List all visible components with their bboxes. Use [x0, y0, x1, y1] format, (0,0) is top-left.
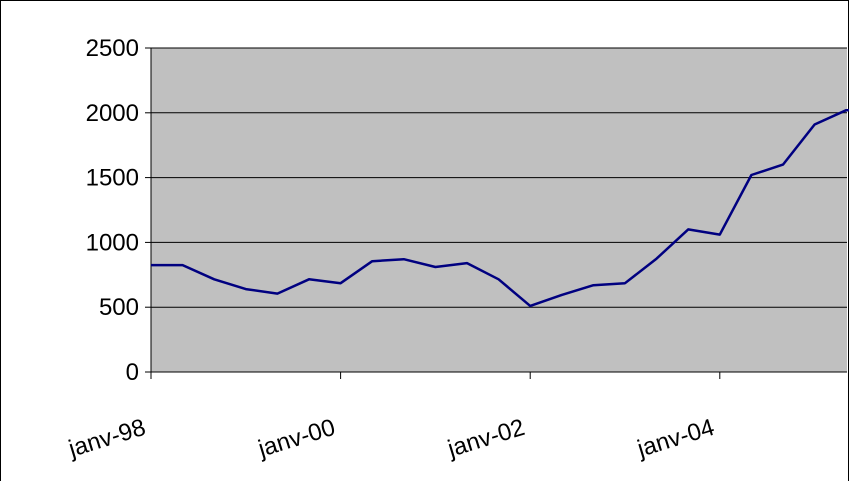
x-tick-label: janv-00	[254, 414, 338, 463]
y-tick-label: 1500	[86, 165, 139, 192]
x-tick-label: janv-04	[633, 414, 717, 463]
y-tick-label: 2000	[86, 100, 139, 127]
y-tick-label: 1000	[86, 229, 139, 256]
y-tick-label: 500	[99, 294, 139, 321]
y-tick-label: 2500	[86, 35, 139, 62]
x-tick-label: janv-02	[444, 414, 528, 463]
x-tick-label: janv-98	[65, 414, 149, 463]
series-line	[151, 108, 849, 308]
plot-area	[151, 48, 847, 372]
y-tick-label: 0	[126, 359, 139, 386]
